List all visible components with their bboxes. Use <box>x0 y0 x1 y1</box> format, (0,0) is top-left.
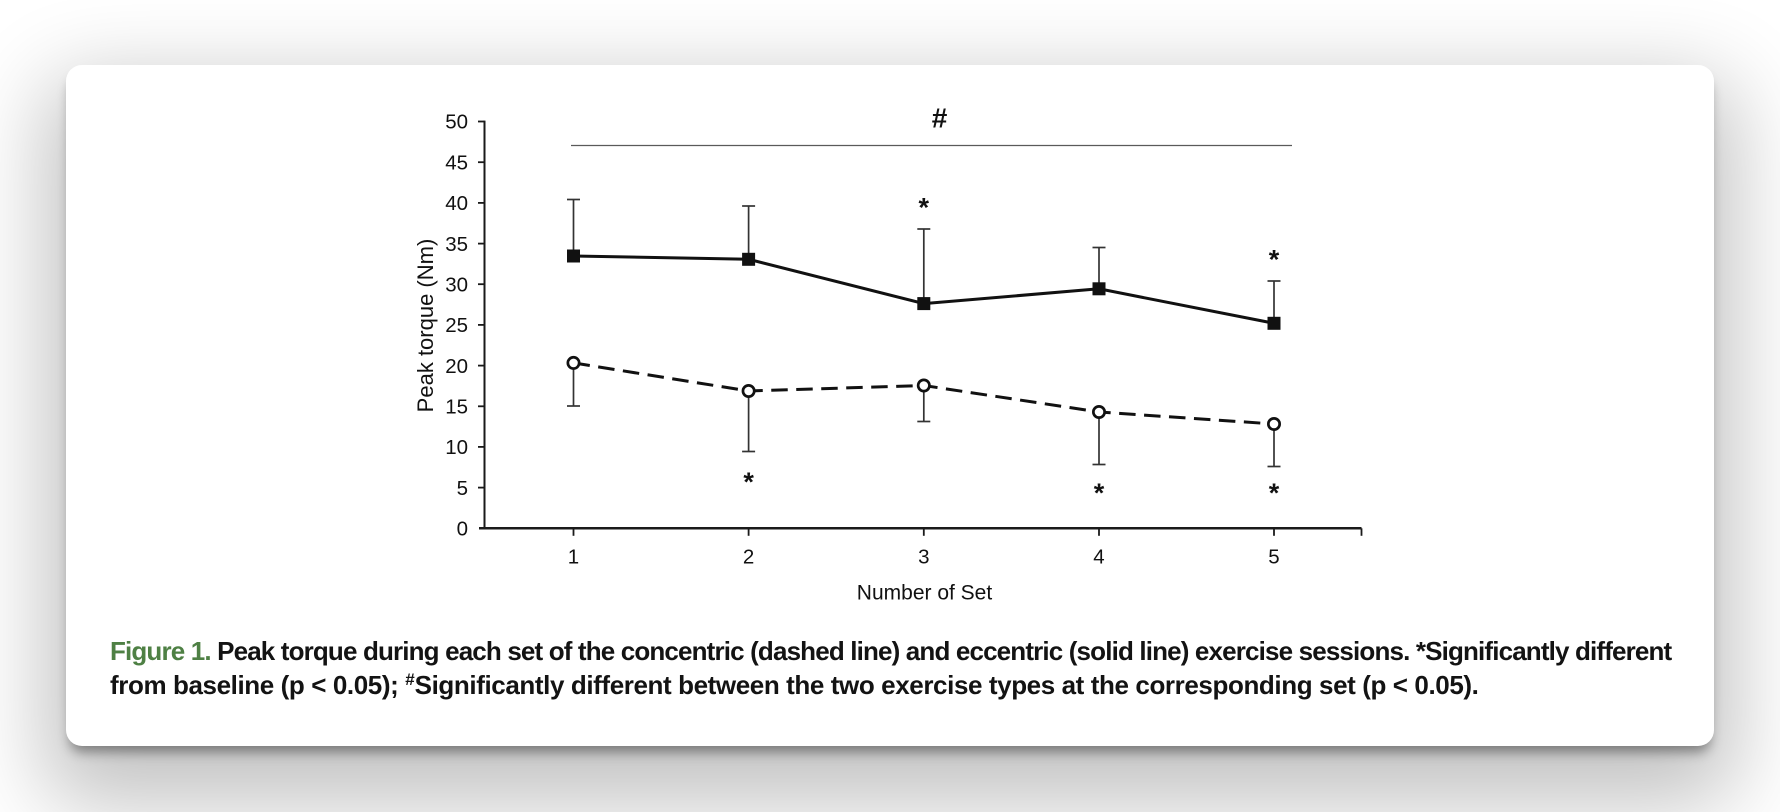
svg-text:1: 1 <box>568 546 579 569</box>
svg-text:3: 3 <box>918 546 929 569</box>
svg-text:*: * <box>743 467 754 497</box>
svg-text:4: 4 <box>1093 546 1104 569</box>
svg-text:40: 40 <box>445 192 468 215</box>
svg-text:*: * <box>1094 478 1105 508</box>
svg-text:30: 30 <box>445 273 468 296</box>
svg-text:15: 15 <box>445 396 468 419</box>
svg-text:Peak torque (Nm): Peak torque (Nm) <box>413 239 438 413</box>
svg-text:*: * <box>919 193 930 223</box>
svg-text:#: # <box>932 103 948 134</box>
svg-text:35: 35 <box>445 233 468 256</box>
svg-text:10: 10 <box>445 436 468 459</box>
svg-text:*: * <box>1269 478 1280 508</box>
svg-text:*: * <box>1269 245 1280 275</box>
svg-text:2: 2 <box>743 546 754 569</box>
svg-text:5: 5 <box>1268 546 1279 569</box>
svg-text:50: 50 <box>445 111 468 134</box>
svg-text:45: 45 <box>445 151 468 174</box>
svg-text:Number of Set: Number of Set <box>857 582 993 605</box>
svg-text:0: 0 <box>457 518 468 541</box>
svg-text:25: 25 <box>445 314 468 337</box>
svg-text:5: 5 <box>457 477 468 500</box>
svg-text:20: 20 <box>445 355 468 378</box>
